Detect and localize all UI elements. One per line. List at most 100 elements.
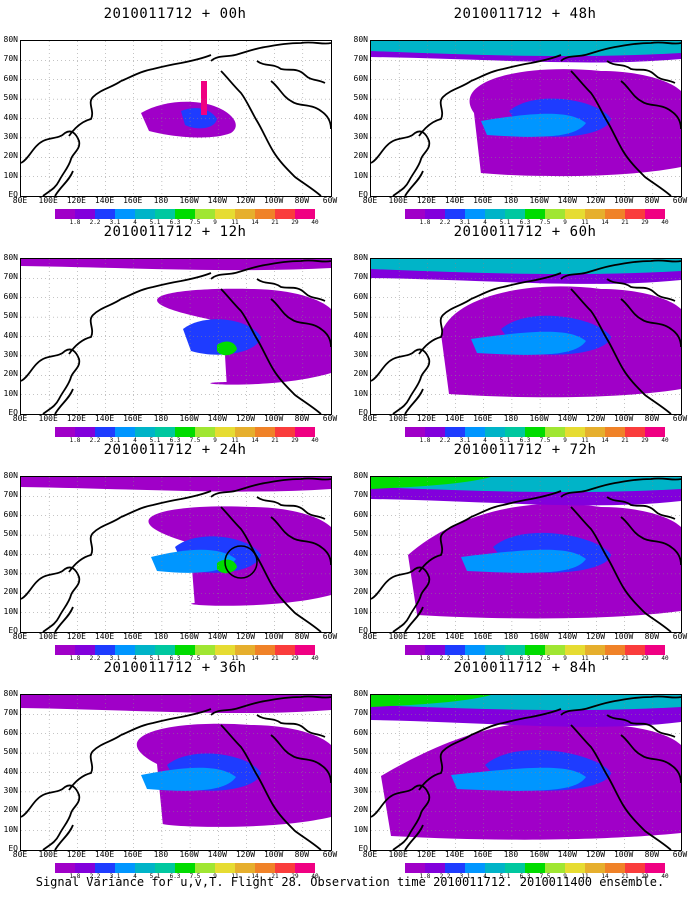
colorbar-label: 29 bbox=[641, 873, 649, 880]
longitude-label: 60W bbox=[672, 850, 688, 859]
latitude-label: EQ bbox=[8, 190, 18, 199]
colorbar-swatch bbox=[155, 645, 175, 655]
longitude-label: 120E bbox=[416, 414, 436, 423]
colorbar-swatch bbox=[235, 863, 255, 873]
colorbar-swatch bbox=[625, 863, 645, 873]
colorbar-swatch bbox=[505, 863, 525, 873]
longitude-label: 140W bbox=[207, 196, 227, 205]
map-panel: 2010011712 + 48h EQ 10N 20N 30N 40N 50N 60N 70N 8… bbox=[350, 0, 700, 226]
latitude-label: 10N bbox=[3, 606, 18, 616]
longitude-label: 120E bbox=[416, 632, 436, 641]
colorbar-label: 40 bbox=[311, 219, 319, 226]
longitude-label: 140E bbox=[444, 850, 465, 859]
colorbar-label: 9 bbox=[213, 437, 217, 444]
latitude-label: 20N bbox=[353, 151, 368, 161]
longitude-label: 140E bbox=[94, 632, 115, 641]
variance-contour bbox=[371, 477, 491, 489]
colorbar-swatch bbox=[425, 427, 445, 437]
colorbar-label: 14 bbox=[251, 219, 259, 226]
coastline bbox=[371, 348, 431, 414]
longitude-label: 120E bbox=[66, 196, 86, 205]
panel-title: 2010011712 + 48h bbox=[453, 6, 597, 22]
latitude-label: 50N bbox=[3, 747, 18, 757]
colorbar-swatch bbox=[135, 427, 155, 437]
colorbar-swatch bbox=[425, 209, 445, 219]
colorbar-swatch bbox=[155, 427, 175, 437]
longitude-label: 80W bbox=[294, 414, 310, 423]
colorbar-swatch bbox=[505, 645, 525, 655]
colorbar-label: 40 bbox=[311, 437, 319, 444]
longitude-label: 100W bbox=[613, 850, 634, 859]
latitude-label: 40N bbox=[3, 330, 18, 340]
colorbar-label: 1.8 bbox=[69, 437, 81, 444]
latitude-label: 70N bbox=[353, 708, 368, 718]
colorbar-label: 6.3 bbox=[519, 873, 531, 880]
variance-contour bbox=[481, 113, 586, 137]
colorbar-label: 29 bbox=[641, 219, 649, 226]
longitude-label: 120W bbox=[585, 196, 606, 205]
colorbar-label: 14 bbox=[601, 437, 609, 444]
map-panel: 2010011712 + 72h EQ 10N 20N 30N 40N 50N 60N 70N 8… bbox=[350, 436, 700, 662]
colorbar-swatch bbox=[175, 645, 195, 655]
colorbar-swatch bbox=[235, 209, 255, 219]
latitude-label: 70N bbox=[3, 272, 18, 282]
latitude-label: 60N bbox=[3, 509, 18, 519]
latitude-label: 70N bbox=[353, 54, 368, 64]
coastline bbox=[560, 41, 681, 62]
longitude-label: 100E bbox=[388, 414, 408, 423]
colorbar-swatch bbox=[215, 209, 235, 219]
coastline bbox=[570, 70, 672, 196]
latitude-label: 80N bbox=[3, 253, 18, 262]
colorbar-swatch bbox=[485, 427, 505, 437]
colorbar-label: 9 bbox=[213, 873, 217, 880]
coastline bbox=[560, 695, 681, 716]
colorbar-swatch bbox=[295, 427, 315, 437]
colorbar-swatch bbox=[565, 209, 585, 219]
colorbar-label: 3.1 bbox=[459, 655, 471, 662]
colorbar-label: 29 bbox=[291, 655, 299, 662]
colorbar-swatch bbox=[195, 645, 215, 655]
longitude-label: 120W bbox=[235, 850, 256, 859]
colorbar-swatch bbox=[485, 645, 505, 655]
colorbar-swatch bbox=[95, 645, 115, 655]
longitude-label: 80W bbox=[294, 850, 310, 859]
coastline bbox=[470, 54, 562, 82]
longitude-label: 140E bbox=[444, 414, 465, 423]
colorbar bbox=[55, 645, 315, 655]
longitude-label: 80E bbox=[362, 632, 378, 641]
colorbar-swatch bbox=[295, 209, 315, 219]
colorbar-label: 9 bbox=[563, 873, 567, 880]
colorbar-label: 40 bbox=[311, 873, 319, 880]
colorbar-swatch bbox=[445, 427, 465, 437]
colorbar-label: 1.8 bbox=[419, 655, 431, 662]
colorbar-label: 5.1 bbox=[149, 437, 161, 444]
latitude-label: 70N bbox=[3, 490, 18, 500]
colorbar-swatch bbox=[235, 427, 255, 437]
colorbar-label: 6.3 bbox=[519, 219, 531, 226]
colorbar-swatch bbox=[645, 863, 665, 873]
coastline bbox=[220, 724, 322, 850]
coastline bbox=[606, 714, 676, 738]
coastline bbox=[210, 695, 331, 716]
colorbar-label: 11 bbox=[581, 219, 589, 226]
colorbar-label: 14 bbox=[601, 873, 609, 880]
colorbar-label: 29 bbox=[291, 873, 299, 880]
colorbar-label: 29 bbox=[641, 437, 649, 444]
colorbar-swatch bbox=[625, 645, 645, 655]
coastline bbox=[418, 80, 472, 137]
colorbar-label: 1.8 bbox=[419, 219, 431, 226]
colorbar-swatch bbox=[485, 863, 505, 873]
colorbar-swatch bbox=[55, 427, 75, 437]
latitude-label: 40N bbox=[3, 112, 18, 122]
longitude-label: 160W bbox=[179, 632, 199, 641]
colorbar-label: 5.1 bbox=[499, 437, 511, 444]
colorbar-label: 7.5 bbox=[189, 655, 201, 662]
colorbar-swatch bbox=[275, 209, 295, 219]
latitude-label: 50N bbox=[353, 93, 368, 103]
longitude-label: 120E bbox=[66, 632, 86, 641]
panel-title: 2010011712 + 84h bbox=[453, 660, 597, 676]
colorbar-label: 5.1 bbox=[499, 873, 511, 880]
panel-title: 2010011712 + 72h bbox=[453, 442, 597, 458]
coastline bbox=[560, 259, 681, 280]
colorbar-swatch bbox=[115, 645, 135, 655]
